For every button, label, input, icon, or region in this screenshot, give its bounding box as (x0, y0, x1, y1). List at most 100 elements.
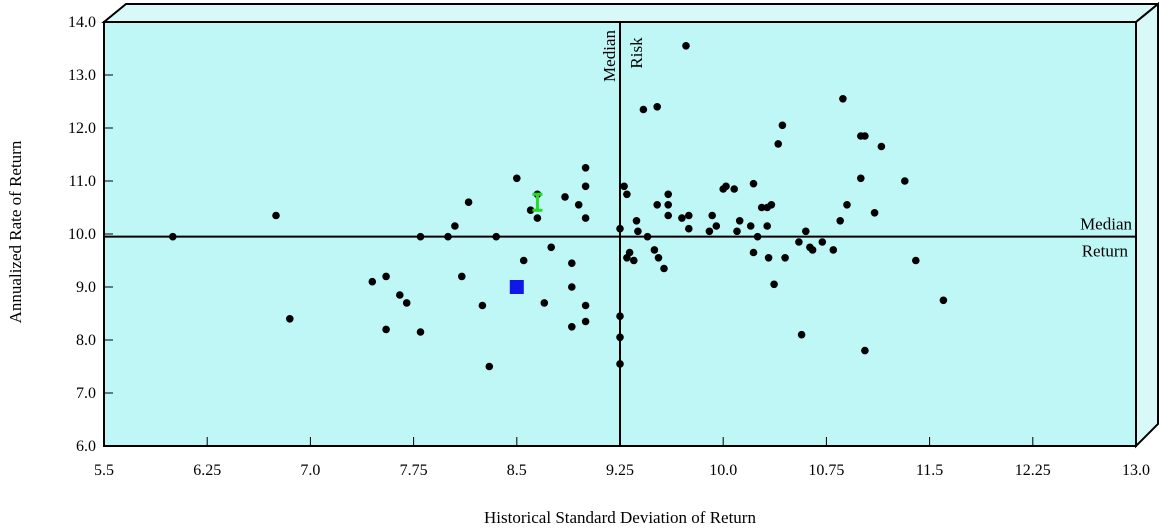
data-point (568, 283, 576, 291)
data-point (382, 325, 390, 334)
data-point (581, 182, 590, 191)
x-axis-ticks: 5.5 6.25 7.0 7.75 8.5 9.25 10.0 10.75 11.5 12.25 1… (94, 437, 1150, 479)
y-tick-label: 12.0 (68, 120, 96, 137)
data-point (857, 174, 865, 183)
data-point (770, 280, 778, 289)
data-point (396, 291, 404, 299)
data-point (664, 211, 672, 220)
data-point (861, 346, 869, 355)
data-point (939, 296, 948, 305)
data-point (653, 201, 661, 209)
data-point (901, 177, 909, 185)
data-point (818, 238, 827, 246)
data-point (757, 203, 766, 212)
data-point (836, 217, 844, 225)
data-point (722, 182, 730, 191)
y-tick-label: 9.0 (76, 279, 96, 296)
y-axis-title: Annualized Rate of Return (6, 140, 25, 323)
data-point (797, 330, 806, 339)
data-point (416, 232, 425, 241)
plot-right-face (1135, 1, 1159, 449)
data-point (685, 224, 693, 233)
median-risk-label-line2: Risk (627, 37, 646, 69)
y-tick-label: 6.0 (76, 438, 96, 455)
data-point (829, 246, 838, 254)
data-point (861, 132, 869, 140)
data-point (540, 299, 549, 307)
data-point (708, 211, 716, 220)
data-point (402, 299, 411, 307)
data-point (547, 243, 555, 252)
highlight-markers (509, 192, 543, 294)
data-point (492, 232, 501, 241)
data-point (485, 362, 494, 371)
data-point (451, 222, 459, 230)
data-point (616, 360, 624, 368)
data-point (568, 323, 576, 331)
data-point (616, 333, 624, 342)
data-point (781, 253, 789, 262)
data-point (843, 201, 851, 209)
data-point (749, 248, 758, 257)
data-point (616, 312, 624, 321)
data-point (526, 206, 535, 214)
data-point (912, 256, 920, 265)
data-points (169, 42, 948, 371)
y-tick-label: 11.0 (69, 173, 96, 190)
data-point (705, 227, 714, 236)
data-point (730, 185, 738, 193)
x-tick-label: 8.5 (507, 462, 527, 479)
data-point (839, 95, 847, 103)
data-point (712, 222, 721, 230)
data-point (581, 301, 590, 310)
x-axis-title: Historical Standard Deviation of Return (484, 508, 756, 527)
median-return-label-line2: Return (1082, 242, 1129, 261)
y-tick-label: 7.0 (76, 385, 96, 402)
data-point (620, 182, 628, 191)
x-tick-label: 9.25 (606, 462, 634, 479)
data-point (664, 190, 672, 199)
data-point (625, 248, 634, 257)
data-point (767, 201, 776, 209)
x-tick-label: 7.0 (300, 462, 320, 479)
data-point (685, 211, 693, 220)
data-point (682, 42, 690, 50)
data-point (568, 259, 576, 268)
data-point (616, 224, 624, 233)
data-point (808, 246, 817, 254)
data-point (678, 214, 686, 222)
data-point (630, 256, 638, 265)
data-point (513, 174, 521, 183)
x-tick-label: 10.75 (808, 462, 844, 479)
y-axis-ticks: 6.0 7.0 8.0 9.0 10.0 11.0 12.0 13.0 14.0 (68, 14, 113, 455)
data-point (286, 315, 294, 323)
y-tick-label: 13.0 (68, 67, 96, 84)
y-tick-label: 14.0 (68, 14, 96, 31)
data-point (458, 272, 466, 281)
median-lines: Median Risk Median Return (104, 22, 1136, 446)
x-tick-label: 13.0 (1122, 462, 1150, 479)
x-tick-label: 10.0 (709, 462, 737, 479)
data-point (653, 103, 661, 111)
x-tick-label: 11.5 (916, 462, 943, 479)
x-tick-label: 12.25 (1015, 462, 1051, 479)
data-point (561, 193, 569, 201)
data-point (749, 179, 758, 188)
x-tick-label: 5.5 (94, 462, 114, 479)
data-point (746, 222, 755, 230)
data-point (660, 264, 668, 273)
data-point (444, 232, 452, 241)
data-point (581, 214, 590, 222)
data-point (735, 217, 744, 225)
data-point (519, 256, 528, 265)
median-return-label-line1: Median (1080, 215, 1132, 234)
data-point (753, 232, 762, 241)
highlight-square-marker (509, 280, 524, 294)
data-point (763, 222, 771, 230)
data-point (650, 246, 659, 254)
data-point (870, 209, 879, 217)
data-point (632, 217, 641, 225)
median-risk-label-line1: Median (600, 30, 619, 82)
data-point (581, 164, 590, 172)
